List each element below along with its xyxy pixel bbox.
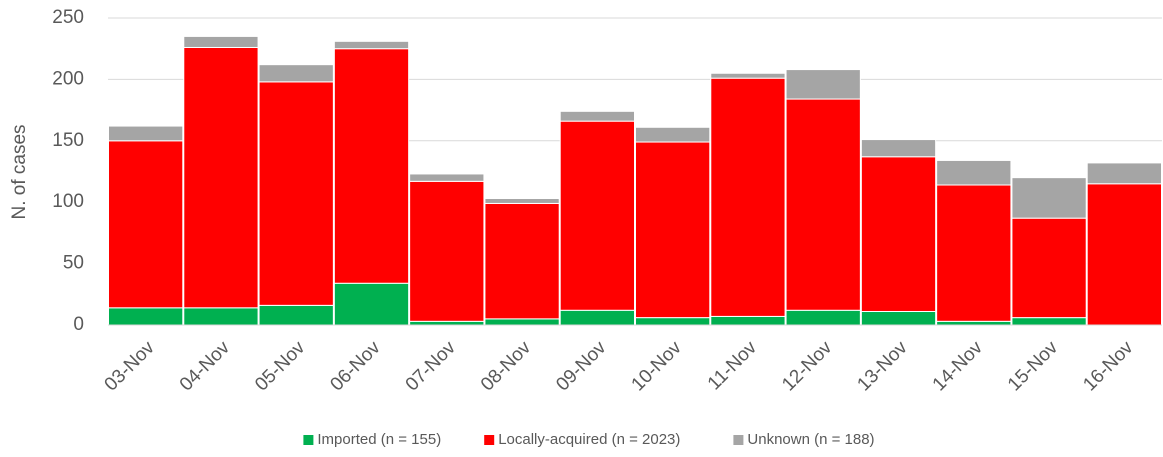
x-tick-label: 11-Nov <box>704 337 762 395</box>
y-tick-label: 150 <box>52 130 84 151</box>
bar-segment <box>860 310 937 326</box>
bar-segment <box>785 309 861 326</box>
bar-segment <box>409 173 485 182</box>
legend-label: Locally-acquired (n = 2023) <box>498 431 680 448</box>
y-tick-label: 200 <box>52 68 84 89</box>
bar-segment <box>258 304 334 326</box>
bar-segment <box>785 69 861 100</box>
bar-segment <box>409 320 485 326</box>
legend-label: Imported (n = 155) <box>317 431 441 448</box>
bar-segment <box>108 125 184 142</box>
bar-segment <box>409 180 485 322</box>
y-axis-label: N. of cases <box>9 124 30 219</box>
bar-segment <box>936 159 1012 186</box>
x-tick-label: 14-Nov <box>929 337 988 396</box>
bar-segment <box>860 139 937 158</box>
x-tick-label: 04-Nov <box>176 337 235 396</box>
bar-segment <box>559 110 636 122</box>
legend-label: Unknown (n = 188) <box>747 431 874 448</box>
bar-segment <box>559 120 636 311</box>
bar-segment <box>710 77 786 317</box>
x-tick-label: 10-Nov <box>628 337 687 396</box>
bar-segment <box>258 81 334 306</box>
x-tick-label: 08-Nov <box>477 337 536 396</box>
bar-segment <box>333 48 410 284</box>
bar-segment <box>333 282 410 326</box>
bar-segment <box>1086 183 1162 326</box>
bar-segment <box>635 126 711 143</box>
bar-segment <box>710 72 786 79</box>
y-tick-label: 250 <box>52 7 84 28</box>
bar-segment <box>635 141 711 319</box>
bar-segment <box>333 40 410 50</box>
bar-segment <box>108 140 184 309</box>
bar-segment <box>183 307 259 326</box>
bar-segment <box>635 317 711 326</box>
bar-segment <box>183 46 259 309</box>
bar-segment <box>1086 162 1162 185</box>
bar-segment <box>1011 317 1087 326</box>
bar-segment <box>108 307 184 326</box>
bar-segment <box>484 318 560 326</box>
x-tick-label: 05-Nov <box>251 337 310 396</box>
bar-segment <box>785 98 861 311</box>
y-tick-label: 0 <box>73 314 84 335</box>
bar-segment <box>484 202 560 320</box>
bar-segment <box>860 156 937 312</box>
y-tick-label: 50 <box>63 253 84 274</box>
bar-segment <box>559 309 636 326</box>
x-tick-label: 15-Nov <box>1004 337 1063 396</box>
bar-segment <box>936 184 1012 322</box>
bar-segment <box>1011 177 1087 219</box>
x-tick-label: 07-Nov <box>402 337 461 396</box>
bar-segment <box>710 315 786 326</box>
bar-segment <box>183 35 259 48</box>
x-tick-label: 13-Nov <box>853 337 912 396</box>
x-tick-label: 16-Nov <box>1079 337 1138 396</box>
x-tick-label: 03-Nov <box>101 337 160 396</box>
legend-swatch <box>733 435 744 445</box>
x-tick-label: 12-Nov <box>778 337 837 396</box>
bar-segment <box>258 64 334 83</box>
bar-segment <box>1011 217 1087 319</box>
legend-swatch <box>303 435 314 445</box>
x-tick-label: 06-Nov <box>326 337 385 396</box>
legend-swatch <box>484 435 495 445</box>
bar-segment <box>936 320 1012 326</box>
bar-segment <box>484 198 560 204</box>
y-tick-label: 100 <box>52 191 84 212</box>
x-tick-label: 09-Nov <box>552 337 611 396</box>
